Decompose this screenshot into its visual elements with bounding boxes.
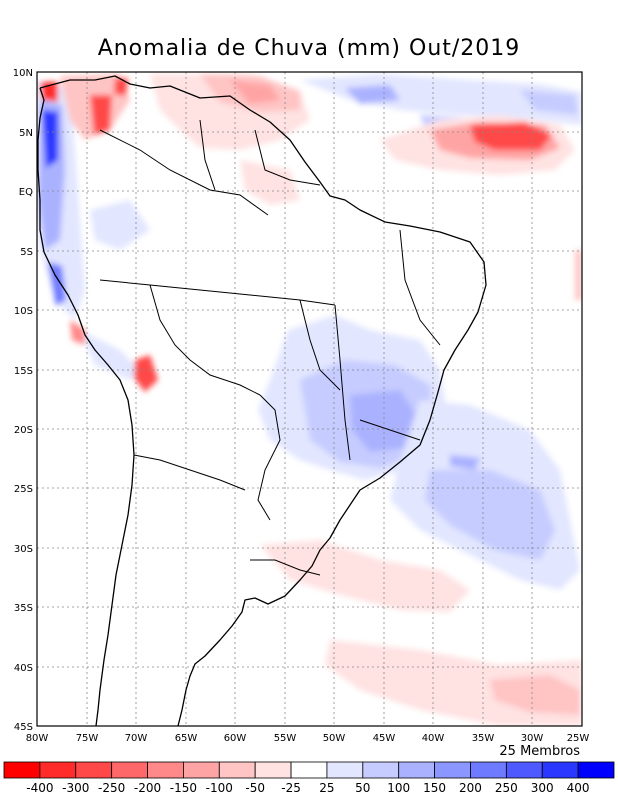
colorbar-swatch: [577, 761, 615, 779]
colorbar-label: -150: [170, 781, 197, 795]
colorbar-label: -400: [26, 781, 53, 795]
colorbar-swatch: [362, 761, 400, 779]
lat-tick: 10S: [14, 306, 33, 317]
lat-tick: 20S: [14, 425, 33, 436]
colorbar-swatch: [147, 761, 184, 779]
lon-tick: 35W: [472, 733, 495, 744]
lon-tick: 25W: [567, 733, 590, 744]
plot-frame: [36, 71, 583, 727]
colorbar-label: -25: [281, 781, 301, 795]
lon-tick: 30W: [521, 733, 544, 744]
lon-tick: 45W: [373, 733, 396, 744]
colorbar-label: 100: [387, 781, 410, 795]
colorbar-label: -250: [98, 781, 125, 795]
colorbar-swatch: [470, 761, 507, 779]
lon-tick: 50W: [323, 733, 346, 744]
colorbar-label: 300: [531, 781, 554, 795]
lon-tick: 80W: [26, 733, 49, 744]
colorbar: [3, 761, 615, 779]
lon-tick: 70W: [125, 733, 148, 744]
colorbar-swatch: [75, 761, 113, 779]
lat-tick: 25S: [14, 484, 33, 495]
lat-tick: 40S: [14, 663, 33, 674]
members-label: 25 Membros: [499, 744, 580, 759]
anomaly-field: [37, 74, 582, 726]
lon-tick: 75W: [76, 733, 99, 744]
colorbar-label: 25: [319, 781, 334, 795]
colorbar-swatch: [39, 761, 77, 779]
colorbar-swatch: [111, 761, 148, 779]
graticule: [37, 72, 582, 726]
colorbar-label: 400: [567, 781, 590, 795]
lat-tick: EQ: [19, 187, 33, 198]
lon-tick: 65W: [175, 733, 198, 744]
colorbar-label: 200: [459, 781, 482, 795]
lon-tick: 40W: [422, 733, 445, 744]
colorbar-swatch: [290, 761, 328, 779]
lon-tick: 55W: [274, 733, 297, 744]
colorbar-label: -200: [134, 781, 161, 795]
lat-tick: 5N: [19, 128, 33, 139]
colorbar-swatch: [183, 761, 220, 779]
lat-tick: 30S: [14, 544, 33, 555]
colorbar-swatch: [254, 761, 292, 779]
lat-tick: 35S: [14, 603, 33, 614]
colorbar-label: 250: [495, 781, 518, 795]
colorbar-swatch: [505, 761, 543, 779]
colorbar-label: -50: [245, 781, 265, 795]
colorbar-label: -300: [62, 781, 89, 795]
country-borders: [99, 119, 441, 576]
lat-tick: 5S: [20, 247, 33, 258]
colorbar-swatch: [434, 761, 471, 779]
lon-tick: 60W: [224, 733, 247, 744]
colorbar-swatch: [3, 761, 41, 779]
lat-tick-labels: 10N 5N EQ 5S 10S 15S 20S 25S 30S 35S 40S…: [13, 68, 33, 733]
colorbar-swatch: [218, 761, 256, 779]
colorbar-labels: -400 -300 -250 -200 -150 -100 -50 -25 25 50 100 150…: [26, 781, 589, 795]
colorbar-swatch: [398, 761, 435, 779]
lat-tick: 45S: [14, 722, 33, 733]
map-title: Anomalia de Chuva (mm) Out/2019: [97, 36, 521, 61]
colorbar-label: 50: [355, 781, 370, 795]
colorbar-label: 150: [423, 781, 446, 795]
coastline: [37, 75, 487, 727]
lat-tick: 15S: [14, 366, 33, 377]
colorbar-swatch: [326, 761, 364, 779]
colorbar-label: -100: [206, 781, 233, 795]
lat-tick: 10N: [13, 68, 33, 79]
colorbar-swatch: [541, 761, 579, 779]
lon-tick-labels: 80W 75W 70W 65W 60W 55W 50W 45W 40W 35W …: [26, 733, 590, 744]
